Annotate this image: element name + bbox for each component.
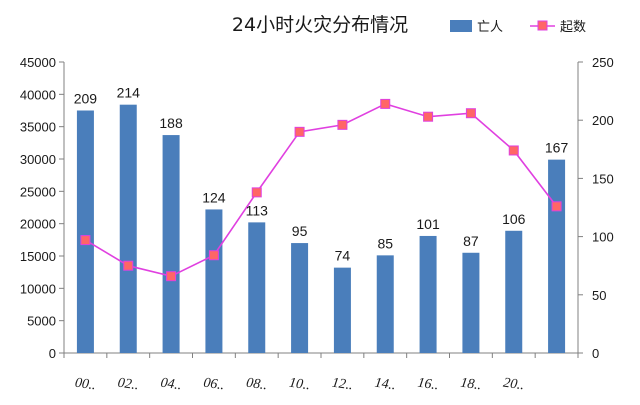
bar — [548, 159, 566, 353]
bar — [419, 235, 437, 353]
x-tick-label: 12.. — [331, 376, 354, 394]
bar-data-label: 113 — [246, 202, 269, 218]
left-tick-label: 45000 — [20, 55, 56, 70]
legend: 亡人 起数 — [450, 20, 586, 35]
bar — [505, 230, 523, 353]
bar-data-label: 188 — [159, 115, 183, 131]
line-point — [294, 126, 305, 137]
line-point — [123, 260, 134, 271]
bar-data-label: 95 — [292, 223, 308, 239]
bar — [205, 209, 223, 353]
left-tick-label: 40000 — [20, 87, 56, 102]
line-point — [208, 250, 219, 261]
bar — [248, 222, 266, 353]
bar — [376, 255, 394, 353]
left-tick-label: 15000 — [20, 249, 56, 264]
bar-data-label: 74 — [335, 248, 351, 264]
right-tick-label: 250 — [592, 55, 614, 70]
line-point — [80, 235, 91, 246]
left-tick-label: 0 — [49, 346, 56, 361]
line-series — [80, 98, 562, 282]
x-tick-label: 06.. — [202, 376, 225, 394]
right-tick-label: 150 — [592, 171, 614, 186]
legend-label-deaths: 亡人 — [477, 20, 503, 35]
line-point — [423, 111, 434, 122]
axes: 0 5000 10000 15000 20000 25000 30000 35000 40000… — [20, 55, 614, 393]
bar-data-label: 87 — [463, 233, 479, 249]
x-tick-label: 08.. — [245, 376, 268, 394]
left-tick-label: 10000 — [20, 281, 56, 296]
bar-data-label: 167 — [545, 140, 569, 156]
left-tick-label: 25000 — [20, 184, 56, 199]
legend-swatch-bar — [450, 20, 472, 32]
bar-data-label: 106 — [502, 211, 526, 227]
x-tick-label: 04.. — [160, 376, 183, 394]
x-tick-label: 02.. — [117, 376, 140, 394]
right-tick-label: 0 — [592, 346, 599, 361]
x-tick-label: 20.. — [502, 376, 525, 394]
x-tick-label: 14.. — [374, 376, 397, 394]
legend-swatch-marker — [537, 20, 548, 31]
bar — [76, 110, 94, 353]
x-tick-label: 00.. — [74, 376, 97, 394]
bar-data-label: 101 — [416, 216, 440, 232]
bar — [162, 135, 180, 353]
bar-data-label: 124 — [202, 189, 226, 205]
line-point — [251, 187, 262, 198]
bar-data-label: 214 — [117, 85, 141, 101]
data-labels: 209 214 188 124 113 95 74 85 101 87 106 167 — [74, 85, 569, 264]
x-tick-label: 18.. — [459, 376, 482, 394]
right-tick-label: 200 — [592, 113, 614, 128]
left-tick-label: 35000 — [20, 120, 56, 135]
left-tick-label: 5000 — [27, 314, 56, 329]
line-point — [551, 201, 562, 212]
fires-line — [85, 103, 558, 278]
x-tick-label: 16.. — [417, 376, 440, 394]
left-tick-label: 30000 — [20, 152, 56, 167]
left-tick-label: 20000 — [20, 217, 56, 232]
line-point — [508, 145, 519, 156]
bars — [76, 104, 566, 354]
legend-label-fires: 起数 — [560, 20, 586, 35]
bar — [462, 252, 480, 353]
line-point — [337, 119, 348, 130]
line-point — [465, 108, 476, 119]
bar — [119, 104, 137, 354]
line-point — [166, 271, 177, 282]
bar — [333, 267, 351, 353]
right-tick-label: 50 — [592, 288, 606, 303]
bar — [291, 243, 309, 353]
line-point — [380, 98, 391, 109]
right-tick-label: 100 — [592, 230, 614, 245]
x-tick-label: 10.. — [288, 376, 311, 394]
bar-data-label: 209 — [74, 91, 98, 107]
chart-title: 24小时火灾分布情况 — [232, 14, 408, 36]
bar-data-label: 85 — [377, 235, 393, 251]
